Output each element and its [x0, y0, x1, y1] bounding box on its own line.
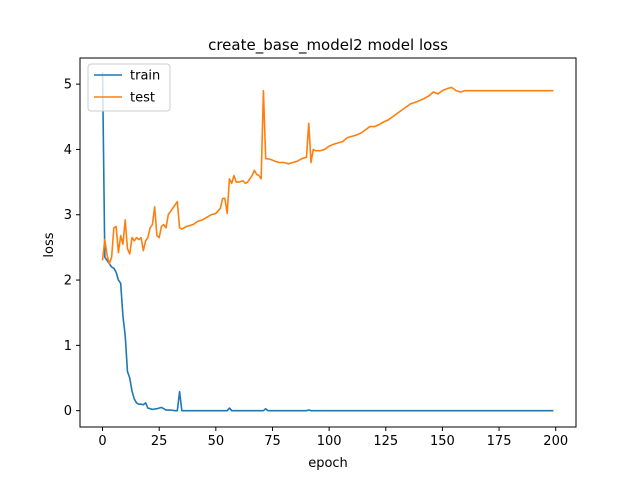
x-tick-label: 125 [373, 434, 398, 449]
plot-area [101, 72, 554, 412]
x-tick-label: 25 [151, 434, 168, 449]
x-axis-label: epoch [308, 456, 348, 471]
y-axis-label: loss [42, 232, 57, 257]
x-tick-label: 75 [264, 434, 281, 449]
legend-label-test: test [130, 91, 155, 106]
y-tick-label: 1 [64, 339, 72, 354]
y-tick-label: 4 [64, 143, 72, 158]
series-line-train [101, 72, 554, 412]
axes: 0 25 50 75 100 125 150 175 200 0 1 2 3 4 5 [64, 57, 577, 449]
x-tick-label: 150 [430, 434, 455, 449]
legend-label-train: train [130, 69, 160, 84]
y-tick-label: 0 [64, 404, 72, 419]
chart-title: create_base_model2 model loss [208, 36, 448, 55]
y-tick-label: 2 [64, 274, 72, 289]
legend: train test [87, 63, 171, 112]
y-tick-label: 3 [64, 208, 72, 223]
y-tick-label: 5 [64, 78, 72, 93]
series-line-test [101, 86, 554, 265]
x-tick-label: 100 [317, 434, 342, 449]
x-tick-label: 175 [487, 434, 512, 449]
plot-frame [79, 57, 577, 428]
x-tick-label: 50 [208, 434, 225, 449]
x-tick-label: 200 [543, 434, 568, 449]
x-tick-label: 0 [98, 434, 106, 449]
